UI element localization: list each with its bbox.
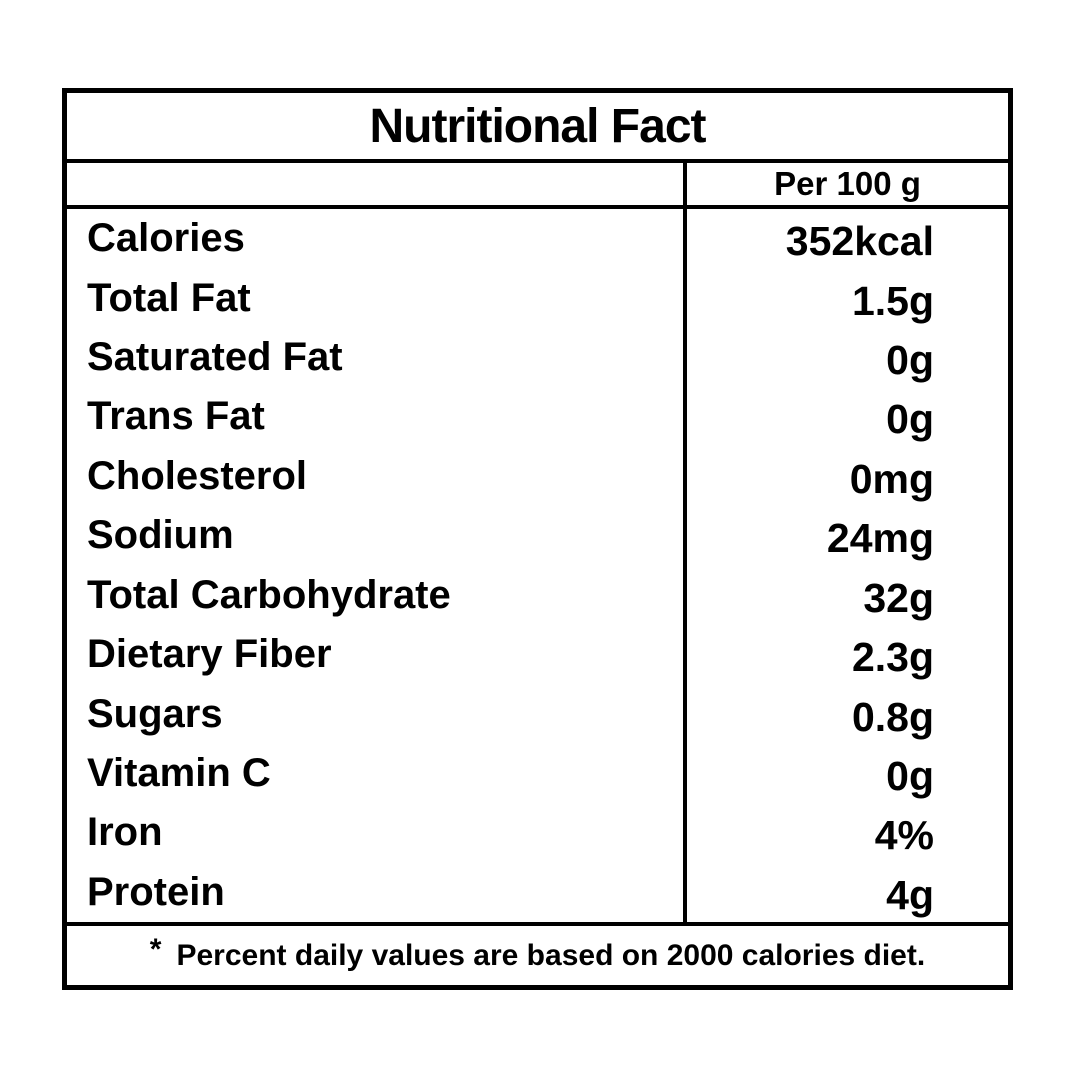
nutrient-value-cell: 32g [687,566,1008,625]
nutrient-name-cell: Saturated Fat [67,327,687,388]
nutrient-value-cell: 0g [687,328,1008,387]
footnote-row: * Percent daily values are based on 2000… [67,922,1008,985]
nutrient-name-cell: Vitamin C [67,743,687,804]
nutrient-value: 0g [886,337,934,384]
column-header-cell: Per 100 g [687,163,1008,205]
nutrient-row: Protein 4g [67,862,1008,923]
nutrient-row: Vitamin C 0g [67,743,1008,804]
nutrient-row: Sugars 0.8g [67,684,1008,744]
nutrient-name: Cholesterol [87,453,308,498]
nutrient-name-cell: Cholesterol [67,446,687,507]
nutrient-row: Total Carbohydrate 32g [67,565,1008,625]
nutrient-value-cell: 4% [687,803,1008,862]
nutrient-value-cell: 0.8g [687,684,1008,743]
nutrient-name: Sodium [87,513,234,558]
nutrient-row: Iron 4% [67,803,1008,863]
nutrient-value: 0g [886,396,934,443]
nutrient-name: Saturated Fat [87,335,343,380]
nutrient-value: 4g [886,871,934,918]
nutrient-row: Trans Fat 0g [67,387,1008,447]
asterisk-marker: * [149,932,162,966]
nutrient-name-cell: Calories [67,209,687,269]
nutrient-name: Calories [87,216,245,261]
nutrient-value: 32g [863,574,934,621]
nutrient-name: Sugars [87,691,223,736]
nutrient-name-cell: Trans Fat [67,387,687,447]
nutrient-row: Sodium 24mg [67,506,1008,566]
footnote-text: Percent daily values are based on 2000 c… [176,938,926,972]
nutrient-name: Total Carbohydrate [87,572,451,617]
table-title-row: Nutritional Fact [67,93,1008,163]
nutrient-value-cell: 24mg [687,506,1008,565]
nutrient-name-cell: Total Fat [67,268,687,328]
nutrient-row: Dietary Fiber 2.3g [67,624,1008,685]
nutrient-value: 4% [874,812,934,859]
nutrient-name: Total Fat [87,275,251,320]
nutrient-value: 0g [886,753,934,799]
nutrient-value-cell: 2.3g [687,625,1008,684]
nutrient-value: 0mg [849,455,934,502]
nutrient-name-cell: Sugars [67,684,687,744]
nutrient-value-cell: 0mg [687,447,1008,506]
nutrient-value-cell: 0g [687,744,1008,803]
column-header-empty-cell [67,163,687,205]
nutrient-value: 0.8g [851,693,934,740]
nutrient-value-cell: 0g [687,387,1008,446]
nutrient-value-cell: 352kcal [687,209,1008,268]
table-title: Nutritional Fact [369,99,706,153]
nutrient-value: 1.5g [851,277,934,324]
nutrient-value: 24mg [826,515,934,562]
nutrient-name-cell: Iron [67,803,687,863]
nutrient-name-cell: Dietary Fiber [67,624,687,685]
nutrient-value-cell: 1.5g [687,268,1008,327]
nutrient-name: Dietary Fiber [87,632,332,677]
nutrient-name-cell: Protein [67,862,687,923]
nutrient-name: Trans Fat [87,394,265,439]
nutrient-row: Total Fat 1.5g [67,268,1008,328]
nutrient-name: Protein [87,869,225,914]
nutrient-name: Iron [87,810,163,855]
nutrient-row: Calories 352kcal [67,209,1008,269]
nutrient-name-cell: Sodium [67,506,687,566]
nutrient-value: 2.3g [851,634,934,681]
column-header-row: Per 100 g [67,163,1008,209]
per-100g-header: Per 100 g [774,165,921,202]
nutrient-value: 352kcal [785,218,934,265]
nutrition-facts-table: Nutritional Fact Per 100 g Calories 352k… [62,88,1013,990]
nutrient-row: Saturated Fat 0g [67,327,1008,388]
nutrient-name: Vitamin C [87,751,271,795]
nutrition-rows: Calories 352kcal Total Fat 1.5g Saturate… [67,209,1008,923]
nutrient-name-cell: Total Carbohydrate [67,565,687,625]
nutrient-value-cell: 4g [687,863,1008,922]
nutrient-row: Cholesterol 0mg [67,446,1008,507]
